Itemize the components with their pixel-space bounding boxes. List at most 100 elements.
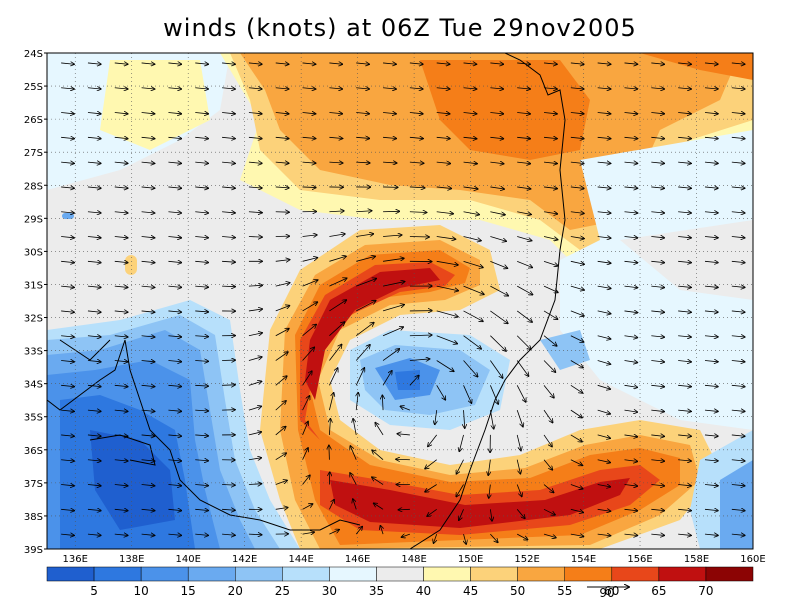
wind-vector-arrow	[383, 235, 402, 237]
wind-vector-arrow	[168, 162, 181, 163]
wind-vector-arrow	[302, 258, 318, 262]
wind-vector-arrow	[490, 137, 503, 138]
wind-vector-arrow	[543, 484, 554, 493]
wind-vector-arrow	[517, 533, 527, 540]
colorbar-label: 20	[228, 584, 243, 598]
wind-vector-arrow	[624, 460, 638, 462]
chart-title: winds (knots) at 06Z Tue 29nov2005	[163, 14, 637, 42]
wind-vector-arrow	[704, 212, 718, 213]
wind-vector-arrow	[436, 212, 453, 214]
wind-vector-arrow	[195, 460, 208, 461]
longitude-label: 158E	[684, 554, 709, 565]
wind-vector-arrow	[141, 162, 155, 163]
wind-vector-arrow	[141, 237, 155, 238]
wind-vector-arrow	[195, 261, 208, 262]
wind-vector-arrow	[624, 113, 638, 114]
wind-vector-arrow	[141, 286, 155, 287]
wind-vector-arrow	[168, 534, 181, 535]
wind-vector-arrow	[490, 335, 506, 351]
wind-vector-arrow	[463, 113, 477, 114]
colorbar-label: 25	[275, 584, 290, 598]
reference-vector-label: 90	[599, 586, 614, 600]
latitude-label: 38S	[24, 512, 43, 523]
wind-vector-arrow	[168, 187, 181, 188]
wind-vector-arrow	[678, 187, 691, 188]
wind-vector-arrow	[543, 260, 558, 266]
wind-vector-arrow	[61, 509, 74, 510]
wind-vector-arrow	[275, 113, 289, 114]
wind-vector-arrow	[356, 279, 376, 287]
wind-vector-arrow	[543, 162, 557, 163]
wind-vector-arrow	[382, 282, 405, 287]
wind-vector-arrow	[543, 212, 557, 214]
wind-vector-arrow	[87, 460, 101, 461]
longitude-label: 140E	[175, 554, 200, 565]
wind-vector-arrow	[355, 368, 364, 386]
wind-vector-arrow	[543, 409, 553, 422]
wind-vector-arrow	[87, 509, 101, 510]
wind-vector-arrow	[168, 137, 181, 138]
wind-vector-arrow	[651, 311, 664, 312]
wind-vector-arrow	[597, 162, 611, 163]
wind-vector-arrow	[61, 187, 74, 188]
wind-vector-arrow	[383, 88, 396, 89]
wind-vector-arrow	[651, 460, 664, 461]
wind-vector-arrow	[543, 285, 558, 292]
wind-vector-arrow	[704, 435, 718, 436]
wind-vector-arrow	[490, 211, 505, 215]
latitude-label: 29S	[24, 214, 43, 225]
wind-vector-arrow	[61, 361, 74, 362]
graticule	[47, 53, 753, 549]
wind-vector-arrow	[488, 459, 490, 476]
wind-vector-arrow	[436, 113, 450, 114]
wind-vector-arrow	[248, 381, 262, 386]
wind-vector-arrow	[678, 509, 691, 510]
wind-vector-arrow	[490, 187, 504, 189]
wind-vector-arrow	[195, 88, 208, 89]
wind-vector-arrow	[678, 137, 691, 138]
wind-vector-arrow	[302, 371, 312, 386]
wind-vector-arrow	[490, 113, 503, 114]
wind-vector-arrow	[275, 507, 288, 509]
colorbar-swatch	[93, 566, 142, 582]
wind-vector-arrow	[248, 357, 262, 361]
wind-vector-arrow	[222, 286, 235, 287]
latitude-label: 25S	[24, 82, 43, 93]
longitude-label: 142E	[232, 554, 257, 565]
wind-vectors	[61, 63, 745, 544]
wind-vector-arrow	[570, 113, 584, 114]
wind-vector-arrow	[651, 63, 664, 64]
wind-vector-arrow	[222, 63, 235, 64]
longitude-label: 160E	[740, 554, 765, 565]
colorbar-label: 10	[133, 584, 148, 598]
wind-vector-arrow	[597, 113, 611, 114]
wind-vector-arrow	[517, 187, 530, 189]
wind-vector-arrow	[222, 485, 235, 486]
wind-vector-arrow	[275, 306, 290, 312]
wind-vector-arrow	[87, 237, 101, 238]
latitude-label: 39S	[24, 545, 43, 556]
wind-vector-arrow	[543, 533, 556, 538]
wind-vector-arrow	[651, 286, 664, 287]
wind-vector-arrow	[517, 63, 530, 64]
wind-vector-arrow	[114, 88, 128, 89]
colorbar-swatch	[329, 566, 377, 582]
wind-vector-arrow	[436, 335, 458, 344]
wind-vector-arrow	[402, 534, 411, 537]
wind-vector-arrow	[87, 286, 101, 287]
wind-vector-arrow	[195, 534, 208, 535]
wind-vector-arrow	[275, 376, 287, 386]
wind-vector-arrow	[651, 435, 664, 436]
wind-vector-arrow	[436, 310, 458, 317]
wind-vector-arrow	[356, 393, 358, 411]
wind-vector-arrow	[597, 261, 611, 263]
wind-vector-arrow	[731, 460, 745, 461]
wind-vector-arrow	[704, 63, 718, 64]
wind-vector-arrow	[570, 162, 584, 163]
wind-vector-arrow	[329, 368, 337, 386]
wind-vector-arrow	[87, 385, 101, 386]
wind-vector-arrow	[372, 450, 384, 461]
wind-vector-arrow	[195, 385, 208, 386]
wind-vector-arrow	[463, 211, 480, 215]
wind-vector-arrow	[329, 162, 342, 163]
